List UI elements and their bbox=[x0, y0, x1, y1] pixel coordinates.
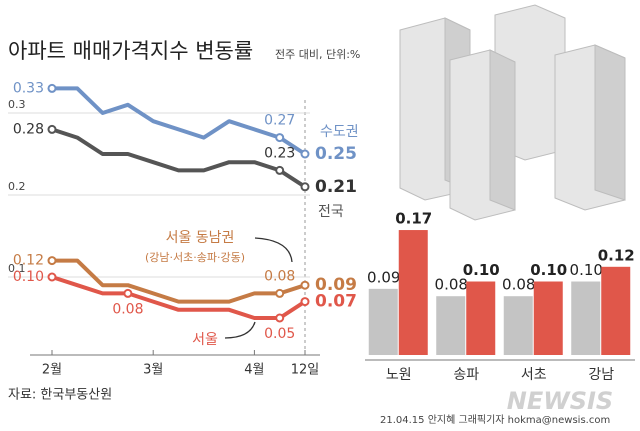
value-label: 0.09 bbox=[367, 268, 400, 286]
bar bbox=[368, 288, 398, 355]
value-label: 0.27 bbox=[264, 113, 295, 129]
y-tick-label: 0.3 bbox=[8, 98, 26, 111]
value-label: 0.07 bbox=[315, 292, 357, 312]
value-label: 0.10 bbox=[13, 269, 44, 285]
series-line bbox=[52, 86, 307, 156]
value-label: 0.17 bbox=[395, 210, 432, 228]
bar bbox=[503, 296, 533, 355]
value-label: 0.10 bbox=[463, 261, 500, 279]
value-label: 0.09 bbox=[315, 275, 357, 295]
x-tick-label: 송파 bbox=[453, 367, 479, 383]
value-label: 0.05 bbox=[264, 326, 295, 342]
buildings bbox=[399, 4, 626, 221]
credit: 21.04.15 안지혜 그래픽기자 hokma@newsis.com bbox=[380, 414, 610, 426]
point bbox=[300, 182, 310, 192]
value-label: 0.12 bbox=[13, 253, 44, 269]
point bbox=[300, 280, 310, 290]
value-label: 0.08 bbox=[502, 276, 535, 294]
point bbox=[275, 165, 285, 175]
bar bbox=[398, 230, 428, 355]
value-label: 0.10 bbox=[570, 261, 603, 279]
watermark: NEWSIS bbox=[507, 387, 613, 415]
series-name: 전국 bbox=[318, 204, 344, 220]
value-label: 0.21 bbox=[315, 177, 357, 197]
y-tick-label: 0.1 bbox=[8, 262, 26, 275]
x-tick-label: 서초 bbox=[521, 367, 547, 383]
arrow bbox=[254, 237, 293, 263]
bar bbox=[436, 296, 466, 355]
series-line bbox=[51, 275, 307, 320]
x-tick-label: 4월 bbox=[244, 363, 264, 378]
value-label: 0.10 bbox=[530, 261, 567, 279]
series-line bbox=[52, 258, 306, 304]
point bbox=[47, 256, 57, 266]
x-tick-label: 노원 bbox=[386, 367, 412, 383]
series-name: 서울 동남권 bbox=[166, 230, 235, 246]
series-name: 수도권 bbox=[320, 124, 359, 140]
chart-subtitle: 전주 대비, 단위:% bbox=[275, 48, 360, 61]
point bbox=[300, 297, 310, 307]
point bbox=[123, 288, 133, 298]
bar bbox=[533, 281, 563, 355]
series-line bbox=[51, 127, 307, 189]
value-label: 0.12 bbox=[598, 246, 635, 264]
value-label: 0.23 bbox=[264, 145, 295, 161]
point bbox=[275, 133, 285, 143]
point bbox=[47, 83, 57, 93]
value-label: 0.25 bbox=[315, 144, 357, 164]
x-tick-label: 12일 bbox=[291, 363, 320, 378]
value-label: 0.28 bbox=[13, 121, 44, 137]
chart-title: 아파트 매매가격지수 변동률 bbox=[8, 39, 253, 63]
value-label: 0.08 bbox=[435, 276, 468, 294]
bar bbox=[601, 266, 631, 355]
annotation: (강남·서초·송파·강동) bbox=[145, 251, 245, 264]
x-tick-label: 3월 bbox=[143, 363, 163, 378]
bar bbox=[466, 281, 496, 355]
bar bbox=[571, 281, 601, 355]
arrow bbox=[224, 321, 256, 339]
source: 자료: 한국부동산원 bbox=[8, 388, 112, 403]
point bbox=[47, 124, 57, 134]
value-label: 0.08 bbox=[112, 301, 143, 317]
point bbox=[47, 272, 57, 282]
y-tick-label: 0.2 bbox=[8, 180, 26, 193]
series-name: 서울 bbox=[192, 332, 218, 348]
x-tick-label: 2월 bbox=[42, 363, 62, 378]
point bbox=[300, 149, 310, 159]
value-label: 0.33 bbox=[13, 80, 44, 96]
point bbox=[275, 288, 285, 298]
point bbox=[275, 313, 285, 323]
x-tick-label: 강남 bbox=[588, 367, 614, 383]
value-label: 0.08 bbox=[264, 268, 295, 284]
